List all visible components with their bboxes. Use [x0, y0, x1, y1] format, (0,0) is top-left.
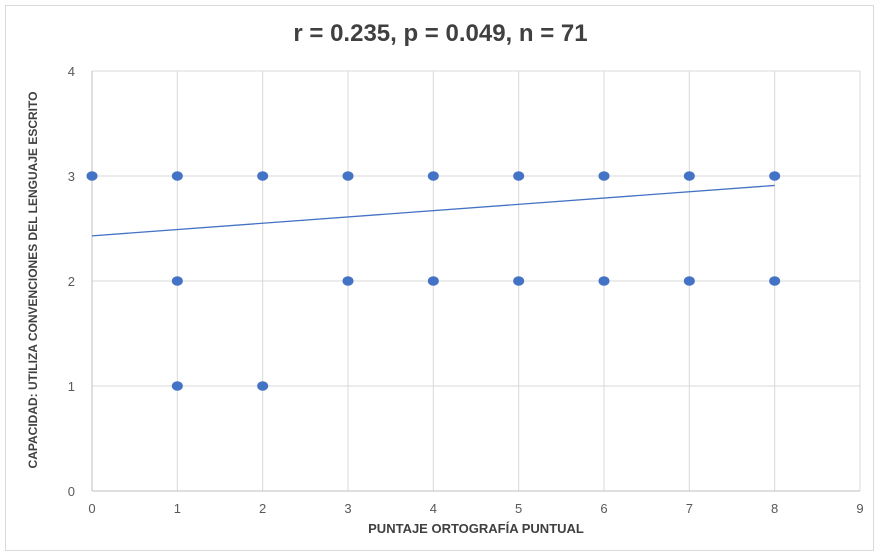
data-point — [769, 276, 781, 286]
x-tick-label: 4 — [430, 501, 437, 516]
x-tick-label: 0 — [88, 501, 95, 516]
x-tick-label: 1 — [174, 501, 181, 516]
y-tick-label: 2 — [68, 274, 75, 289]
data-point — [171, 171, 183, 181]
data-point — [513, 276, 525, 286]
data-point — [257, 171, 269, 181]
trendline — [91, 184, 775, 237]
data-point — [427, 171, 439, 181]
x-axis-label: PUNTAJE ORTOGRAFÍA PUNTUAL — [368, 521, 584, 536]
chart-title: r = 0.235, p = 0.049, n = 71 — [293, 20, 588, 47]
data-point — [683, 276, 695, 286]
x-tick-label: 2 — [259, 501, 266, 516]
x-tick-label: 3 — [344, 501, 351, 516]
y-tick-label: 0 — [68, 484, 75, 499]
data-point — [171, 381, 183, 391]
x-tick-label: 5 — [515, 501, 522, 516]
data-point — [427, 276, 439, 286]
data-point — [86, 171, 98, 181]
data-point — [598, 171, 610, 181]
data-point — [769, 171, 781, 181]
y-tick-label: 3 — [68, 169, 75, 184]
data-point — [342, 171, 354, 181]
data-point — [683, 171, 695, 181]
x-tick-label: 9 — [856, 501, 863, 516]
data-point — [513, 171, 525, 181]
chart-frame — [5, 5, 874, 551]
y-tick-label: 4 — [68, 64, 75, 79]
data-point — [342, 276, 354, 286]
x-tick-label: 7 — [686, 501, 693, 516]
data-point — [171, 276, 183, 286]
y-tick-label: 1 — [68, 379, 75, 394]
x-tick-label: 6 — [600, 501, 607, 516]
data-point — [598, 276, 610, 286]
data-point — [257, 381, 269, 391]
x-tick-label: 8 — [771, 501, 778, 516]
